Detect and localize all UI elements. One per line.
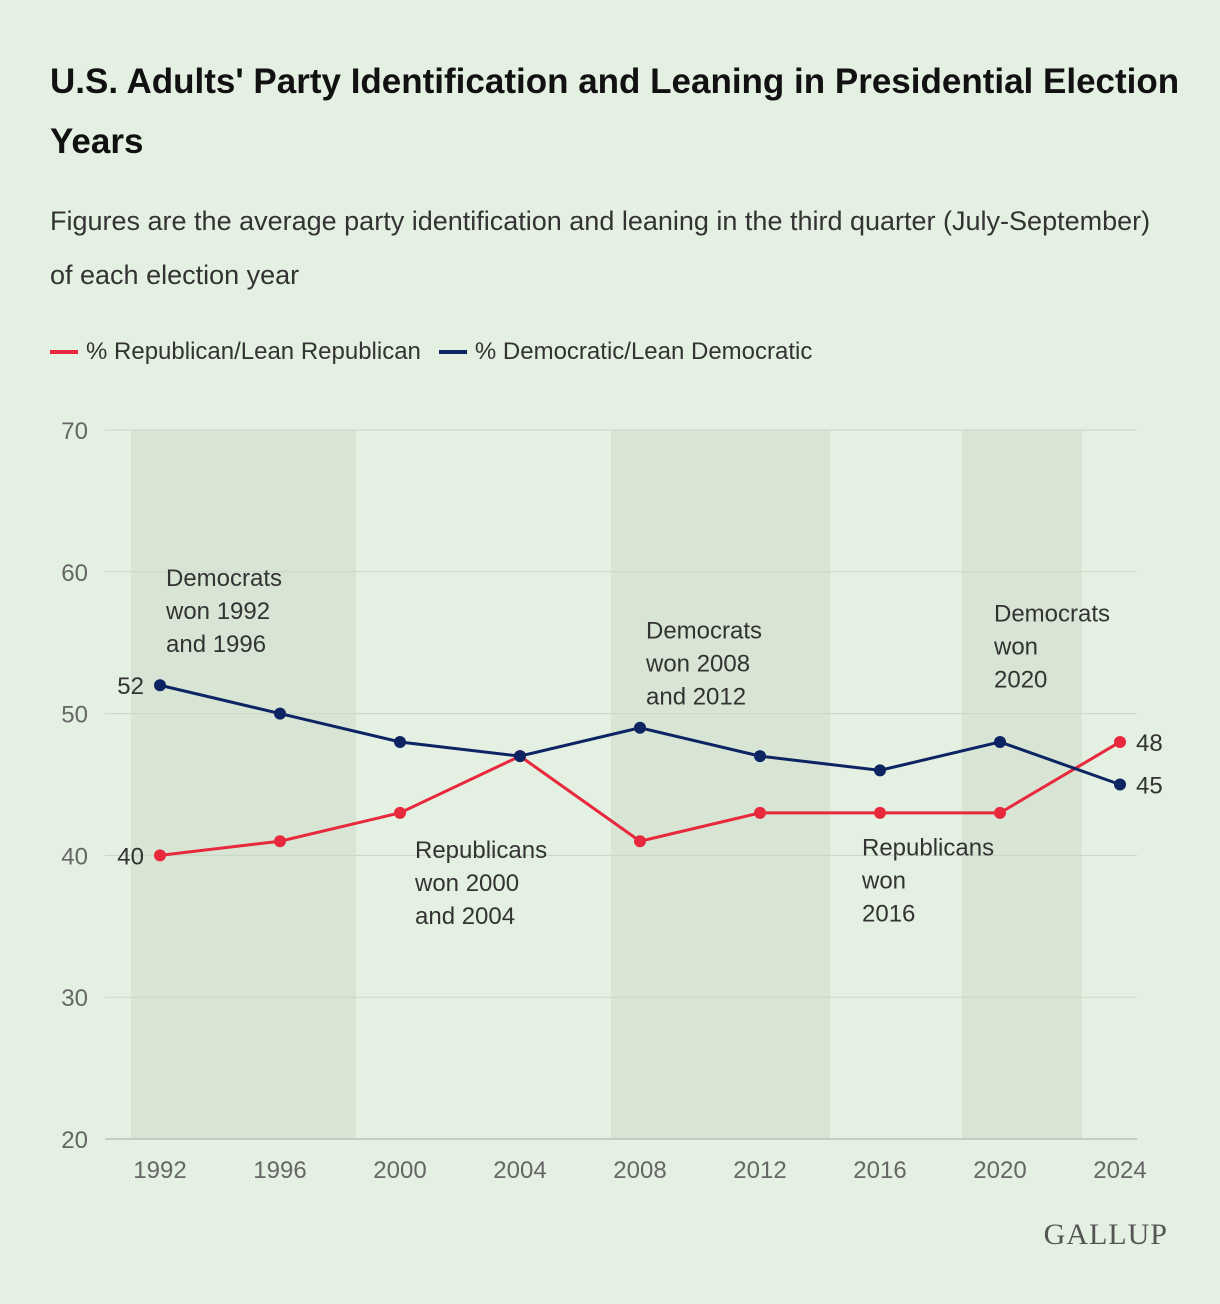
y-tick-label: 30: [61, 985, 88, 1012]
data-point: [994, 735, 1006, 748]
data-point: [514, 750, 526, 763]
data-point: [874, 764, 886, 777]
annotation-line: and 2004: [415, 903, 515, 930]
x-tick-label: 2016: [853, 1157, 906, 1184]
data-label: 48: [1136, 730, 1163, 757]
annotation-line: Democrats: [994, 600, 1110, 627]
data-point: [874, 806, 886, 819]
legend-label: % Republican/Lean Republican: [86, 338, 421, 365]
shaded-band: [131, 430, 356, 1139]
annotation-line: Republicans: [862, 834, 994, 861]
legend-item-republican: % Republican/Lean Republican: [50, 338, 421, 366]
annotation-line: Democrats: [646, 617, 762, 644]
annotation-line: won 2000: [414, 870, 519, 897]
legend-item-democratic: % Democratic/Lean Democratic: [438, 338, 813, 366]
annotation-line: won: [993, 633, 1038, 660]
annotation-line: Democrats: [166, 565, 282, 592]
x-tick-label: 2012: [733, 1157, 786, 1184]
x-tick-label: 2008: [613, 1157, 666, 1184]
annotation-line: won 2008: [645, 650, 750, 677]
x-tick-label: 2000: [373, 1157, 426, 1184]
x-tick-label: 2004: [493, 1157, 546, 1184]
x-tick-label: 1992: [133, 1157, 186, 1184]
annotation: Democrats won 2008 and 2012: [645, 617, 762, 710]
data-point: [754, 806, 766, 819]
annotation-line: 2020: [994, 666, 1047, 693]
data-label: 52: [117, 673, 144, 700]
shaded-band: [962, 430, 1082, 1139]
annotation: Democrats won 1992 and 1996: [165, 565, 282, 658]
data-label: 45: [1136, 773, 1163, 800]
data-point: [394, 735, 406, 748]
data-point: [1114, 735, 1126, 748]
x-tick-label: 2020: [973, 1157, 1026, 1184]
annotation-line: and 1996: [166, 631, 266, 658]
chart-title: U.S. Adults' Party Identification and Le…: [50, 62, 1180, 161]
y-tick-label: 40: [61, 843, 88, 870]
annotation-line: 2016: [862, 900, 915, 927]
data-point: [394, 806, 406, 819]
data-point: [1114, 778, 1126, 791]
gallup-logo: GALLUP: [1043, 1218, 1168, 1251]
data-point: [274, 707, 286, 720]
y-tick-label: 20: [61, 1127, 88, 1154]
data-label: 40: [117, 843, 144, 870]
annotation-line: won 1992: [165, 598, 270, 625]
y-tick-label: 70: [61, 418, 88, 445]
data-point: [274, 835, 286, 848]
data-point: [754, 750, 766, 763]
data-point: [634, 835, 646, 848]
y-tick-label: 50: [61, 702, 88, 729]
legend-swatch-navy: [438, 350, 467, 354]
annotation-line: won: [861, 867, 906, 894]
annotation: Republicans won 2000 and 2004: [414, 837, 547, 930]
chart-subtitle: Figures are the average party identifica…: [50, 206, 1151, 290]
annotation: Democrats won 2020: [993, 600, 1110, 693]
x-tick-label: 2024: [1093, 1157, 1146, 1184]
data-point: [994, 806, 1006, 819]
annotation-line: Republicans: [415, 837, 547, 864]
legend: % Republican/Lean Republican % Democrati…: [50, 338, 812, 366]
data-point: [154, 849, 166, 862]
y-tick-label: 60: [61, 560, 88, 587]
data-point: [634, 721, 646, 734]
shaded-band: [611, 430, 830, 1139]
x-tick-label: 1996: [253, 1157, 306, 1184]
data-point: [154, 679, 166, 692]
annotation-line: and 2012: [646, 683, 746, 710]
annotation: Republicans won 2016: [861, 834, 994, 927]
legend-swatch-red: [50, 350, 78, 354]
legend-label: % Democratic/Lean Democratic: [474, 338, 813, 365]
